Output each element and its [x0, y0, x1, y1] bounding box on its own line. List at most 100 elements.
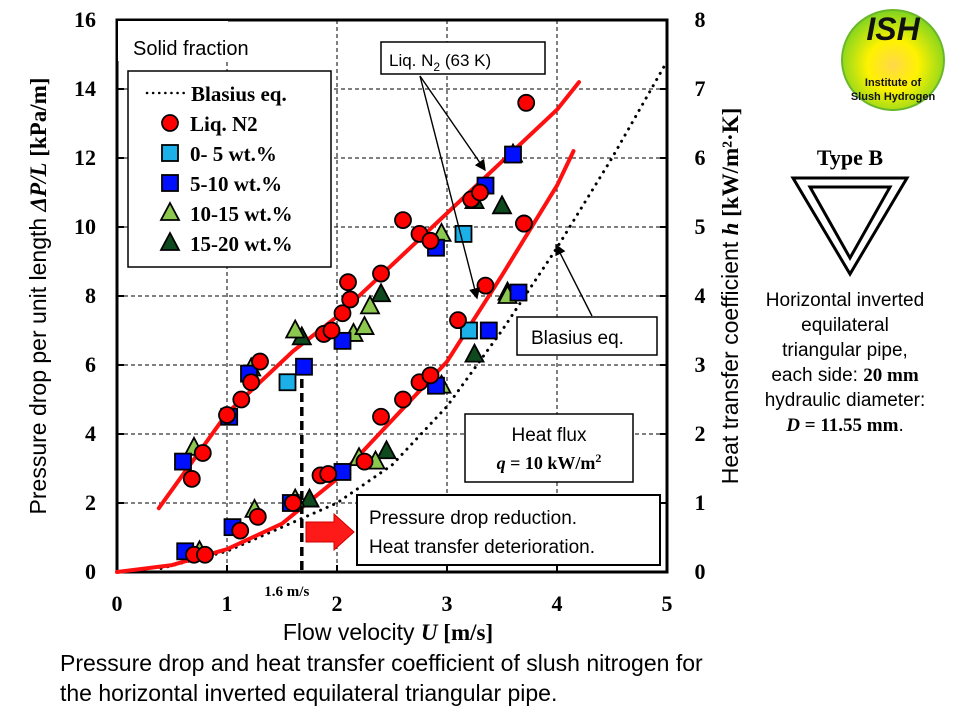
- logo-abbr: ISH: [866, 11, 920, 47]
- x-tick-label: 5: [662, 591, 673, 616]
- heat-point-ln2: [248, 507, 267, 526]
- y-tick-labels: 0 2 4 6 8 10 12 14 16: [74, 7, 96, 584]
- legend-label-s15_20: 15-20 wt.%: [190, 232, 293, 256]
- y-tick-label: 10: [74, 214, 96, 239]
- heat-point-s15_20: [299, 487, 320, 508]
- pressure-point-ln2: [372, 264, 390, 283]
- heat-point-ln2: [196, 545, 214, 564]
- pressure-point-s0_5: [278, 373, 297, 392]
- pressure-point-s10_15: [354, 315, 375, 335]
- heat-flux-superscript: 2: [595, 451, 601, 465]
- blasius-annotation: Blasius eq.: [516, 243, 658, 356]
- x-tick-label: 3: [442, 591, 453, 616]
- y-axis-label: Pressure drop per unit length ΔP/L [kPa/…: [25, 78, 51, 515]
- legend-item-s10_15: 10-15 wt.%: [159, 201, 293, 226]
- x-tick-label: 0: [112, 591, 123, 616]
- legend-marker-s10_15: [159, 201, 181, 221]
- x-tick-label: 4: [552, 591, 563, 616]
- legend-marker-s5_10: [161, 174, 179, 192]
- heat-point-ln2: [372, 407, 390, 426]
- reduction-box: [356, 494, 661, 566]
- x-tick-label: 2: [332, 591, 343, 616]
- pipe-desc-side: each side: 20 mm: [771, 365, 919, 386]
- pressure-point-ln2: [394, 211, 412, 230]
- heat-point-ln2: [394, 390, 412, 409]
- y-tick-label: 0: [85, 559, 96, 584]
- pressure-point-ln2: [517, 93, 536, 112]
- y2-tick-label: 3: [695, 352, 706, 377]
- pressure-point-s5_10: [504, 145, 522, 164]
- heat-point-s5_10: [509, 283, 528, 302]
- heat-flux-line1: Heat flux: [512, 425, 587, 446]
- heat-point-ln2: [231, 521, 250, 540]
- y-tick-label: 4: [85, 421, 96, 446]
- heat-point-ln2: [319, 465, 338, 483]
- heat-point-ln2: [421, 366, 440, 385]
- y-tick-label: 6: [85, 352, 96, 377]
- legend-item-s0_5: 0- 5 wt.%: [161, 142, 277, 166]
- blasius-label-box: [516, 316, 658, 356]
- legend-title-box: [118, 21, 228, 61]
- y-tick-label: 12: [74, 145, 96, 170]
- red-arrow-icon: [305, 512, 355, 552]
- y2-tick-label: 0: [695, 559, 706, 584]
- y2-tick-label: 2: [695, 421, 706, 446]
- pressure-point-ln2: [421, 231, 440, 250]
- pipe-desc-line1: Horizontal inverted: [765, 290, 925, 311]
- y2-tick-labels: 0 1 2 3 4 5 6 7 8: [695, 7, 706, 584]
- logo-circle: [841, 9, 945, 111]
- pressure-point-s5_10: [295, 357, 313, 376]
- pressure-point-ln2: [333, 304, 352, 323]
- pressure-point-ln2: [341, 290, 360, 309]
- pressure-point-s5_10: [174, 452, 192, 471]
- svg-text:q = 10 kW/m2: q = 10 kW/m2: [497, 451, 602, 473]
- heat-flux-annotation: Heat flux q = 10 kW/m2: [464, 413, 634, 483]
- pipe-desc-line3: triangular pipe,: [782, 340, 908, 361]
- legend-label-blasius: Blasius eq.: [191, 82, 287, 106]
- y-tick-label: 14: [74, 76, 96, 101]
- pipe-description: Horizontal inverted equilateral triangul…: [735, 288, 955, 438]
- legend-label-s0_5: 0- 5 wt.%: [190, 142, 277, 166]
- legend-label-s10_15: 10-15 wt.%: [190, 202, 293, 226]
- heat-point-s15_20: [376, 439, 397, 460]
- pressure-point-ln2: [232, 390, 251, 409]
- y2-tick-label: 7: [695, 76, 706, 101]
- y2-tick-label: 5: [695, 214, 706, 239]
- caption-line2: the horizontal inverted equilateral tria…: [60, 680, 558, 706]
- blasius-label: Blasius eq.: [531, 328, 624, 349]
- legend-item-s5_10: 5-10 wt.%: [161, 172, 282, 196]
- x-axis-label: Flow velocity U [m/s]: [283, 619, 493, 645]
- y2-tick-label: 1: [695, 490, 706, 515]
- pressure-point-s15_20: [491, 194, 513, 215]
- pressure-point-ln2: [251, 352, 269, 371]
- pressure-point-ln2: [242, 373, 261, 392]
- ish-logo: ISH Institute of Slush Hydrogen: [841, 9, 945, 111]
- legend-item-ln2: Liq. N2: [161, 112, 258, 136]
- y2-tick-label: 6: [695, 145, 706, 170]
- y2-tick-label: 8: [695, 7, 706, 32]
- triangle-pipe-icon: [790, 176, 910, 277]
- legend-box: [127, 70, 332, 268]
- pipe-desc-hd-value: D = 11.55 mm.: [786, 415, 904, 436]
- heat-point-ln2: [284, 494, 302, 512]
- liq-n2-suffix: (63 K): [440, 51, 491, 70]
- liq-n2-label-box: [380, 41, 546, 75]
- caption-line1: Pressure drop and heat transfer coeffici…: [60, 650, 703, 676]
- y-tick-label: 16: [74, 7, 96, 32]
- heat-point-ln2: [449, 311, 467, 330]
- pressure-point-ln2: [339, 273, 357, 292]
- pressure-point-s15_20: [370, 282, 392, 303]
- legend: Solid fraction Blasius eq. Liq. N2 0- 5 wt…: [118, 21, 332, 268]
- heat-point-ln2: [355, 452, 374, 471]
- pressure-point-s10_15: [284, 318, 306, 339]
- heat-point-s15_20: [464, 342, 485, 363]
- legend-marker-s0_5: [161, 144, 179, 162]
- heat-point-ln2: [476, 276, 495, 295]
- legend-item-blasius: Blasius eq.: [145, 82, 287, 106]
- pressure-point-s5_10: [333, 331, 352, 350]
- pressure-point-s10_15: [359, 294, 381, 315]
- heat-flux-value: = 10 kW/m: [506, 453, 596, 473]
- legend-marker-ln2: [161, 114, 179, 132]
- y2-axis-label: Heat transfer coefficient h [kW/m²·K]: [717, 108, 743, 485]
